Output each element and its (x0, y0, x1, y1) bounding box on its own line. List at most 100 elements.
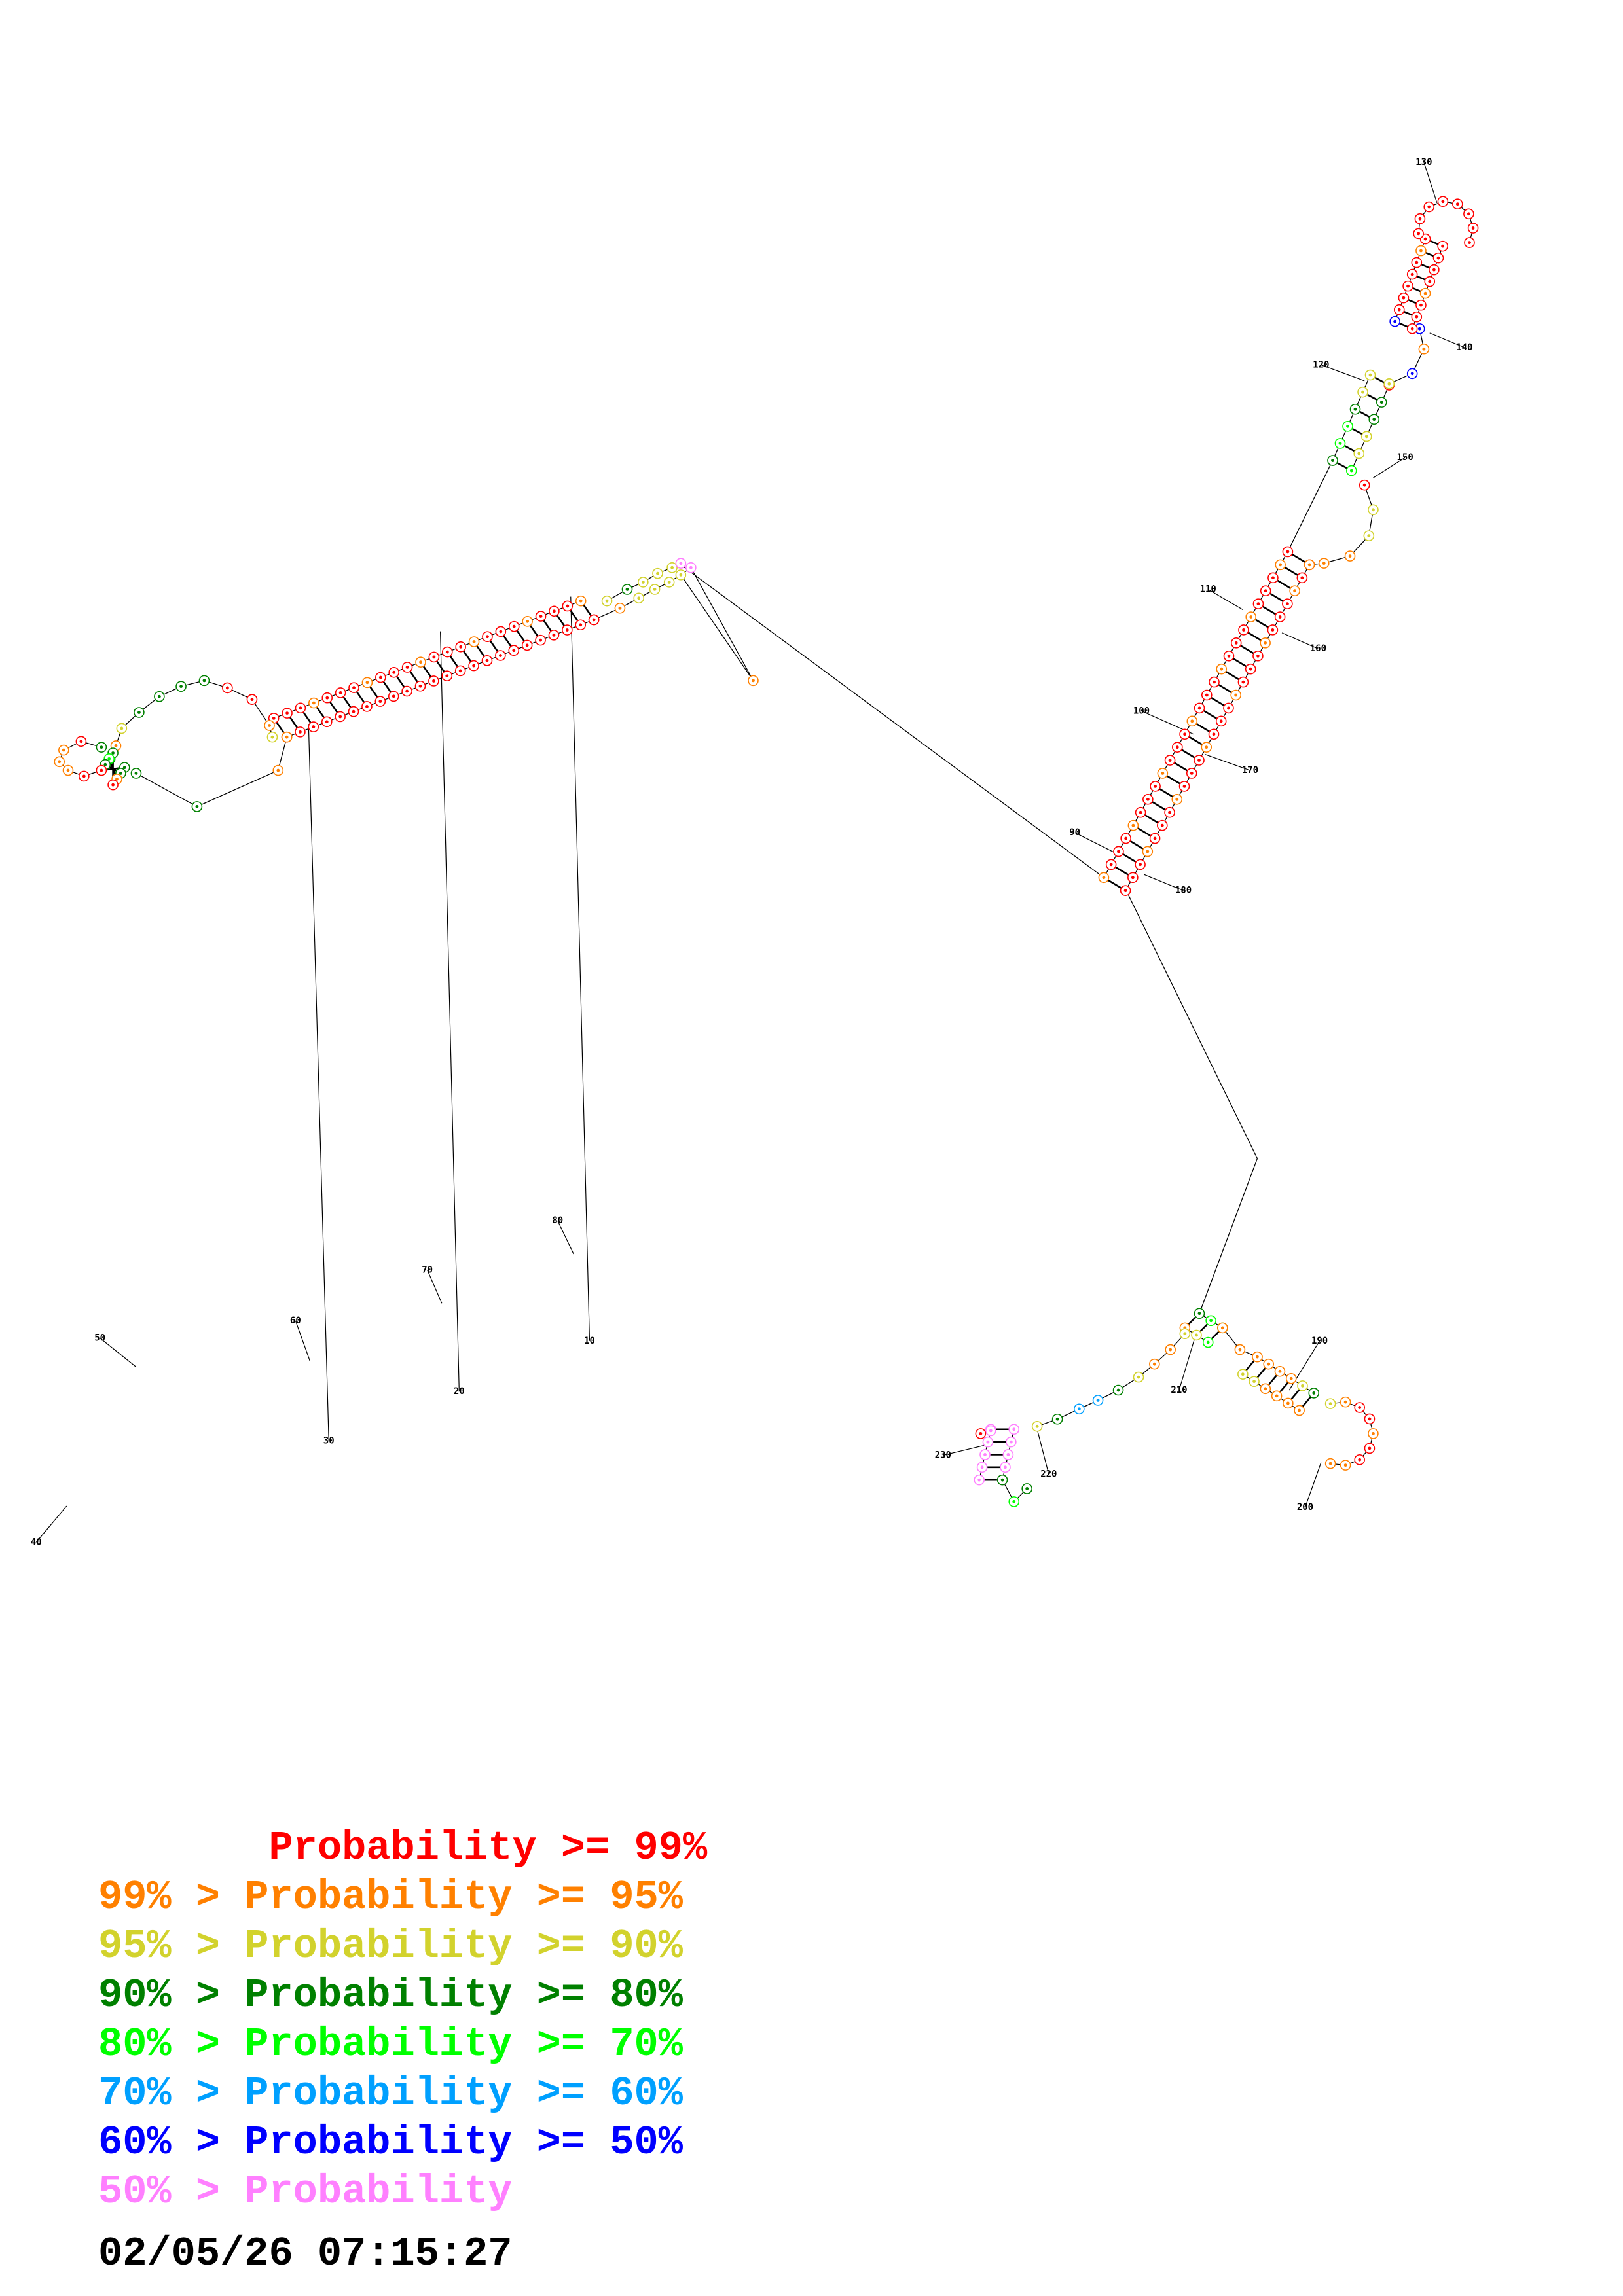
nucleotide-base-mark (1183, 732, 1186, 736)
nucleotide-base-mark (272, 717, 276, 720)
nucleotide-base-mark (1006, 1453, 1010, 1456)
nucleotide-base-mark (512, 624, 516, 628)
legend-text: Probability >= 95% (244, 1874, 683, 1920)
nucleotide-base-mark (1190, 772, 1194, 775)
nucleotide-base-mark (641, 581, 645, 584)
nucleotide-base-mark (225, 686, 229, 690)
nucleotide-base-mark (1372, 1431, 1375, 1435)
nucleotide-base-mark (525, 643, 529, 647)
nucleotide-base-mark (1419, 249, 1423, 253)
nucleotide-base-mark (980, 1465, 984, 1469)
position-tick-line (427, 1270, 443, 1304)
nucleotide-base-mark (1241, 1372, 1245, 1376)
nucleotide-base-mark (667, 581, 671, 584)
nucleotide-base-mark (1025, 1487, 1029, 1490)
nucleotide-base-mark (1175, 745, 1179, 749)
base-pair-bond (1199, 1323, 1209, 1333)
nucleotide-base-mark (579, 623, 583, 627)
nucleotide-base-mark (103, 762, 107, 766)
nucleotide-base-mark (1096, 1399, 1100, 1402)
position-tick-line (1207, 588, 1243, 610)
nucleotide-base-mark (1275, 1394, 1279, 1398)
nucleotide-base-mark (1241, 680, 1245, 684)
nucleotide-base-mark (111, 751, 115, 755)
nucleotide-base-mark (1146, 797, 1150, 801)
nucleotide-base-mark (1467, 212, 1470, 216)
nucleotide-base-mark (107, 757, 111, 761)
nucleotide-base-mark (1117, 850, 1120, 853)
nucleotide-base-mark (983, 1453, 987, 1456)
position-label: 220 (1040, 1469, 1057, 1479)
base-pair-bond (1159, 788, 1174, 798)
base-pair-bond (276, 721, 285, 734)
nucleotide-base-mark (1441, 200, 1445, 204)
nucleotide-base-mark (299, 706, 302, 710)
base-pair-bond (1408, 298, 1417, 304)
backbone-segment (1199, 1158, 1258, 1314)
nucleotide-base-mark (66, 768, 70, 772)
position-label: 150 (1396, 452, 1413, 463)
position-tick-line (1423, 162, 1438, 203)
nucleotide-base-mark (111, 783, 115, 787)
nucleotide-base-mark (1116, 1388, 1120, 1392)
nucleotide-base-mark (1256, 1355, 1259, 1359)
nucleotide-base-mark (656, 571, 659, 575)
position-label: 180 (1175, 886, 1192, 896)
position-label: 80 (552, 1215, 563, 1226)
nucleotide-base-mark (1213, 680, 1216, 684)
nucleotide-base-mark (1423, 291, 1427, 295)
nucleotide-base-mark (1368, 1417, 1372, 1421)
nucleotide-base-mark (115, 777, 119, 781)
position-label: 20 (454, 1386, 465, 1397)
nucleotide-base-mark (553, 609, 556, 613)
nucleotide-base-mark (1322, 562, 1326, 565)
base-pair-bond (1343, 444, 1355, 452)
nucleotide-base-mark (1205, 693, 1209, 697)
nucleotide-base-mark (58, 760, 62, 764)
nucleotide-base-mark (637, 596, 641, 600)
base-pair-bond (1262, 605, 1277, 615)
base-pair-bond (1290, 1389, 1300, 1400)
base-pair-bond (316, 706, 325, 719)
nucleotide-base-mark (1000, 1478, 1004, 1482)
legend-row-lt50: 50% > Probability (98, 2167, 707, 2216)
nucleotide-base-mark (1402, 296, 1406, 300)
nucleotide-base-mark (1077, 1407, 1081, 1411)
position-label: 70 (422, 1265, 433, 1275)
base-pair-bond (302, 711, 312, 724)
nucleotide-base-mark (1301, 1384, 1304, 1388)
nucleotide-base-mark (114, 744, 118, 747)
nucleotide-base-mark (1278, 615, 1282, 619)
position-label: 130 (1415, 157, 1432, 168)
base-pair-bond (1173, 762, 1188, 772)
nucleotide-base-mark (1361, 390, 1364, 394)
nucleotide-base-mark (325, 720, 329, 724)
base-pair-bond (1137, 827, 1152, 837)
backbone-segment (690, 567, 754, 681)
nucleotide-base-mark (1331, 459, 1334, 462)
nucleotide-base-mark (338, 691, 342, 694)
position-label: 140 (1456, 342, 1472, 353)
nucleotide-base-mark (1153, 836, 1157, 840)
legend-prefix: 50% > (98, 2168, 245, 2215)
nucleotide-base-mark (1417, 327, 1421, 331)
base-pair-bond (1218, 683, 1232, 694)
nucleotide-base-mark (312, 701, 316, 705)
nucleotide-base-mark (653, 588, 657, 591)
nucleotide-base-mark (445, 650, 449, 654)
nucleotide-base-mark (1139, 810, 1142, 814)
base-pair-bond (1211, 1331, 1220, 1340)
nucleotide-base-mark (179, 685, 183, 689)
nucleotide-base-mark (1131, 823, 1135, 827)
legend-prefix (98, 1825, 268, 1871)
base-pair-bond (1254, 619, 1269, 628)
position-label: 40 (31, 1537, 42, 1547)
nucleotide-base-mark (1161, 772, 1165, 775)
position-tick-line (1429, 332, 1465, 348)
nucleotide-base-mark (432, 679, 435, 683)
nucleotide-base-mark (1397, 308, 1401, 312)
base-pair-bond (1416, 275, 1426, 281)
base-pair-bond (1412, 287, 1421, 293)
nucleotide-base-mark (1152, 1362, 1156, 1366)
base-pair-bond (1232, 658, 1247, 668)
